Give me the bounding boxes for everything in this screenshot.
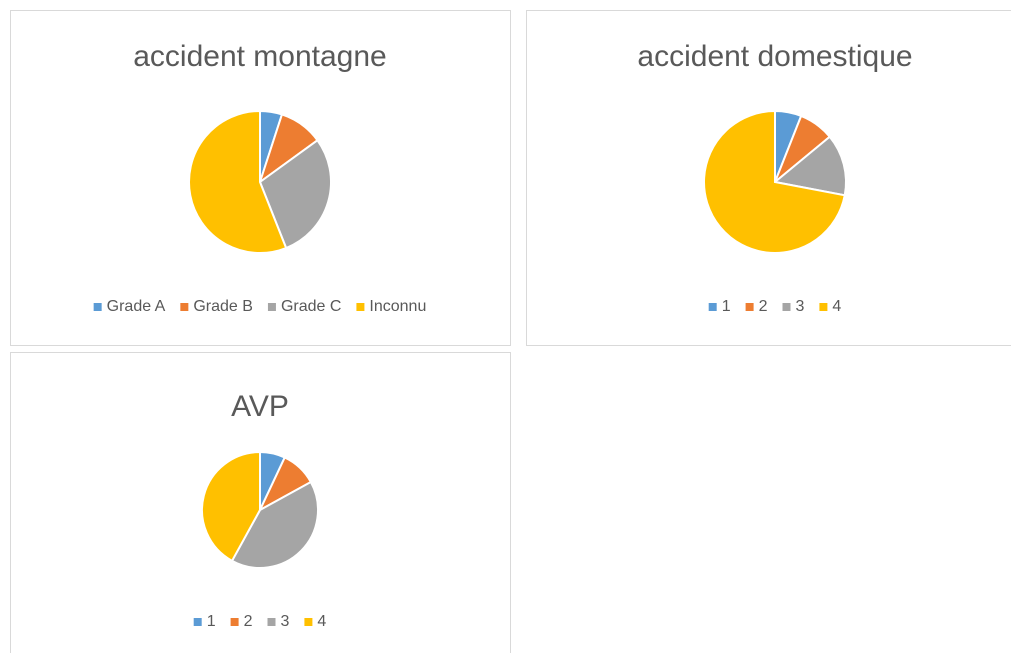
legend-label: 3 xyxy=(281,613,290,630)
legend-label: 2 xyxy=(759,298,768,315)
legend-label: 2 xyxy=(244,613,253,630)
legend-swatch xyxy=(783,303,791,311)
legend-label: 4 xyxy=(317,613,326,630)
legend-swatch xyxy=(180,303,188,311)
legend-label: Inconnu xyxy=(369,298,426,315)
legend-label: Grade A xyxy=(107,298,166,315)
legend-swatch xyxy=(304,618,312,626)
chart-title: accident montagne xyxy=(133,40,387,73)
legend-label: Grade B xyxy=(193,298,253,315)
legend-swatch xyxy=(268,618,276,626)
legend-swatch xyxy=(231,618,239,626)
legend-swatch xyxy=(746,303,754,311)
legend-label: 3 xyxy=(796,298,805,315)
legend-swatch xyxy=(94,303,102,311)
legend-swatch xyxy=(356,303,364,311)
legend-label: 4 xyxy=(832,298,841,315)
legend-swatch xyxy=(819,303,827,311)
legend-label: Grade C xyxy=(281,298,341,315)
chart-title: AVP xyxy=(231,390,289,423)
legend-swatch xyxy=(709,303,717,311)
legend-swatch xyxy=(194,618,202,626)
legend-label: 1 xyxy=(722,298,731,315)
legend-swatch xyxy=(268,303,276,311)
legend-label: 1 xyxy=(207,613,216,630)
chart-title: accident domestique xyxy=(637,40,912,73)
